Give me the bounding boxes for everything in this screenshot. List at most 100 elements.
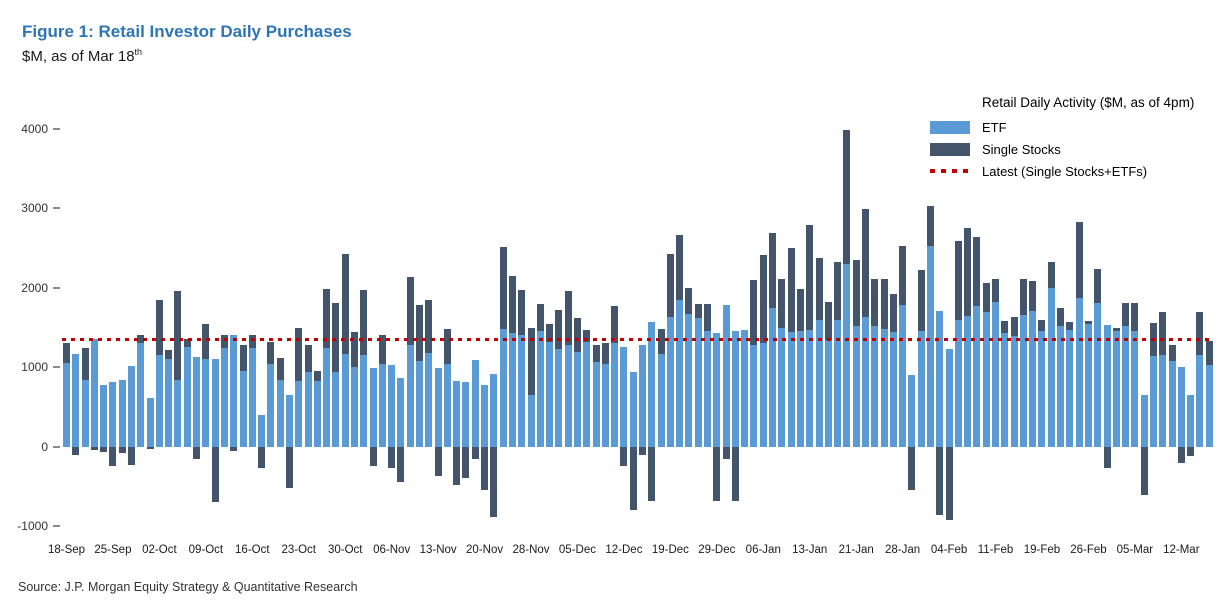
bar-single-stocks [1047, 261, 1055, 289]
bar-single-stocks [601, 343, 609, 364]
bar-single-stocks [648, 446, 656, 502]
etf-swatch-icon [930, 120, 970, 134]
bar-etf [1047, 288, 1055, 447]
bar-etf [490, 373, 498, 447]
bar-single-stocks [954, 241, 962, 320]
x-tick-label: 20-Nov [466, 544, 504, 556]
bar-etf [1010, 336, 1018, 447]
bar-single-stocks [193, 446, 201, 459]
bar-etf [128, 366, 136, 447]
bar-etf [917, 331, 925, 447]
bar-etf [332, 371, 340, 447]
bar-single-stocks [1140, 446, 1148, 495]
bar-etf [936, 310, 944, 447]
bar-single-stocks [573, 318, 581, 353]
bar-single-stocks [258, 446, 266, 469]
bar-single-stocks [109, 446, 117, 467]
bar-etf [183, 347, 191, 447]
bar-single-stocks [341, 253, 349, 355]
bar-etf [1019, 314, 1027, 447]
bar-single-stocks [174, 290, 182, 380]
bar-etf [165, 359, 173, 447]
bar-etf [369, 367, 377, 447]
bar-single-stocks [861, 208, 869, 318]
bar-single-stocks [611, 306, 619, 343]
bar-single-stocks [332, 302, 340, 372]
bar-etf [211, 359, 219, 447]
bar-etf [620, 346, 628, 447]
bar-etf [1131, 330, 1139, 447]
bar-etf [499, 329, 507, 447]
bar-single-stocks [815, 257, 823, 320]
x-tick-label: 28-Jan [885, 544, 921, 556]
legend-title: Retail Daily Activity ($M, as of 4pm) [982, 95, 1195, 110]
bar-etf [1066, 329, 1074, 447]
bar-etf [685, 314, 693, 447]
bar-etf [434, 368, 442, 447]
bar-etf [1084, 323, 1092, 447]
bar-etf [258, 414, 266, 447]
bar-single-stocks [425, 300, 433, 354]
bar-single-stocks [666, 254, 674, 317]
bar-single-stocks [992, 279, 1000, 303]
x-tick-label: 21-Jan [838, 544, 874, 556]
legend: Retail Daily Activity ($M, as of 4pm) ET… [930, 95, 1222, 182]
bar-etf [973, 305, 981, 447]
bar-single-stocks [63, 343, 70, 364]
bar-etf [63, 363, 70, 447]
bar-etf [954, 319, 962, 447]
y-tick-label: 1000 [21, 360, 48, 375]
bar-etf [639, 344, 646, 447]
bar-single-stocks [295, 327, 303, 382]
bar-single-stocks [973, 237, 981, 306]
bar-single-stocks [211, 446, 219, 503]
x-tick-label: 05-Dec [558, 544, 596, 556]
bar-single-stocks [722, 446, 730, 459]
bar-single-stocks [871, 279, 879, 327]
bar-single-stocks [220, 335, 228, 348]
bar-single-stocks [462, 446, 470, 479]
bar-etf [453, 381, 461, 447]
plot-area [62, 113, 1214, 534]
bar-etf [880, 329, 888, 447]
bar-etf [1103, 324, 1111, 447]
x-tick-label: 16-Oct [235, 544, 270, 556]
y-tick-mark [53, 286, 60, 289]
bar-single-stocks [796, 288, 804, 332]
bar-single-stocks [267, 341, 275, 364]
bar-single-stocks [397, 446, 405, 482]
bar-single-stocks [416, 305, 424, 362]
bar-single-stocks [713, 446, 721, 502]
bar-etf [546, 341, 554, 447]
bar-etf [834, 319, 842, 447]
bar-single-stocks [982, 282, 990, 313]
bar-single-stocks [406, 277, 414, 345]
bar-single-stocks [155, 299, 163, 356]
bar-single-stocks [1038, 319, 1046, 332]
bar-single-stocks [676, 234, 684, 301]
bar-etf [945, 348, 953, 447]
bar-single-stocks [351, 331, 358, 367]
x-tick-label: 18-Sep [47, 544, 86, 556]
bar-etf [518, 335, 526, 447]
bar-etf [527, 394, 535, 447]
y-tick-mark [53, 445, 60, 448]
bar-etf [1029, 310, 1037, 447]
bar-single-stocks [146, 446, 154, 449]
bar-etf [508, 333, 516, 447]
bar-single-stocks [685, 287, 693, 315]
bar-etf [248, 347, 256, 447]
bar-single-stocks [908, 446, 916, 490]
bar-etf [815, 319, 823, 447]
bar-etf [704, 331, 712, 447]
bar-etf [927, 246, 934, 447]
bar-single-stocks [1057, 307, 1065, 326]
bar-etf [1057, 325, 1065, 447]
x-tick-label: 13-Nov [419, 544, 457, 556]
bar-single-stocks [1103, 446, 1111, 469]
bar-single-stocks [592, 344, 600, 362]
bar-single-stocks [945, 446, 953, 520]
bar-single-stocks [443, 328, 451, 364]
bar-single-stocks [1131, 303, 1139, 331]
x-tick-label: 12-Mar [1163, 544, 1200, 556]
